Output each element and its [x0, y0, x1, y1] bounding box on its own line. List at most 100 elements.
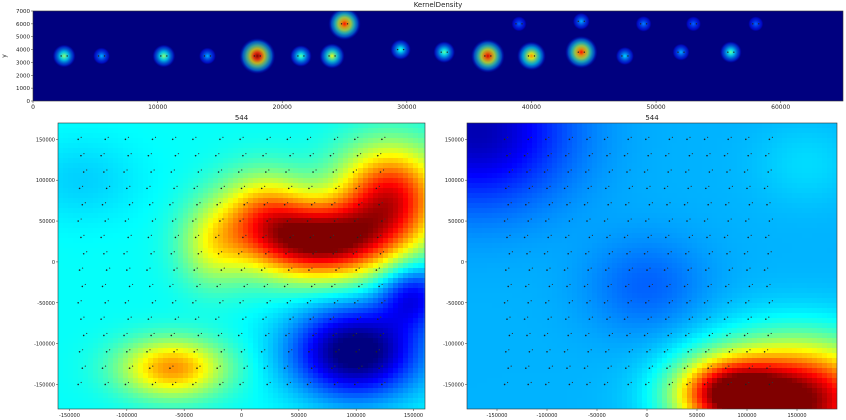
left-sample-point — [384, 218, 386, 220]
left-sample-point — [171, 220, 174, 222]
left-sample-point — [384, 300, 386, 302]
right-sample-point — [531, 349, 534, 351]
left-sample-point — [220, 332, 223, 335]
kde-sample-point — [689, 23, 692, 25]
right-sample-point — [729, 251, 731, 253]
right-xtick-label: 100000 — [737, 413, 756, 419]
left-sample-point — [283, 203, 286, 206]
left-sample-point — [314, 202, 316, 204]
right-sample-point — [589, 300, 591, 302]
left-sample-point — [384, 381, 386, 384]
right-sample-point — [588, 154, 591, 157]
right-sample-point — [710, 202, 712, 204]
left-sample-point — [216, 367, 218, 369]
left-sample-point — [355, 251, 358, 253]
right-sample-point — [566, 367, 568, 369]
left-sample-point — [287, 187, 290, 190]
left-sample-point — [107, 381, 109, 384]
right-sample-point — [588, 169, 590, 171]
right-xtick-label: 0 — [645, 413, 648, 419]
right-sample-point — [727, 138, 729, 141]
right-sample-point — [749, 185, 751, 187]
right-sample-point — [768, 383, 771, 386]
right-sample-point — [583, 203, 586, 206]
right-sample-point — [667, 171, 669, 173]
right-sample-point — [689, 218, 691, 220]
left-sample-point — [358, 349, 360, 351]
left-sample-point — [308, 351, 310, 353]
left-sample-point — [146, 187, 148, 190]
left-sample-point — [376, 318, 379, 320]
left-chart-title: 544 — [234, 114, 249, 122]
left-sample-point — [217, 334, 220, 337]
right-sample-point — [506, 154, 508, 157]
left-sample-point — [331, 285, 333, 288]
right-sample-point — [550, 316, 552, 318]
right-ytick-label: 100000 — [445, 178, 464, 184]
left-sample-point — [149, 349, 151, 351]
right-sample-point — [591, 153, 594, 155]
left-sample-point — [265, 316, 267, 318]
right-sample-point — [588, 318, 591, 320]
right-sample-point — [587, 365, 589, 367]
left-sample-point — [354, 383, 356, 386]
right-sample-point — [708, 349, 710, 351]
left-sample-point — [243, 285, 246, 288]
kde-sample-point — [577, 51, 580, 53]
kde-sample-point — [627, 55, 629, 57]
left-sample-point — [129, 185, 131, 187]
left-sample-point — [130, 234, 132, 236]
right-sample-point — [509, 316, 511, 318]
left-sample-point — [378, 267, 380, 269]
right-sample-point — [631, 185, 634, 187]
left-sample-point — [105, 187, 108, 190]
left-sample-point — [334, 365, 336, 367]
right-sample-point — [605, 269, 607, 271]
left-sample-point — [151, 301, 154, 304]
right-sample-point — [503, 220, 506, 222]
left-sample-point — [219, 301, 221, 304]
left-sample-point — [86, 332, 88, 335]
left-sample-point — [100, 318, 102, 320]
left-sample-point — [148, 203, 151, 206]
left-sample-point — [126, 187, 128, 190]
left-sample-point — [334, 202, 336, 204]
right-sample-point — [587, 351, 589, 353]
left-sample-point — [150, 171, 152, 173]
left-sample-point — [177, 316, 180, 318]
left-sample-point — [378, 349, 380, 351]
right-sample-point — [771, 381, 774, 384]
left-xtick-label: -150000 — [59, 413, 80, 419]
left-sample-point — [104, 301, 107, 304]
right-sample-point — [648, 218, 650, 220]
right-sample-point — [545, 220, 547, 222]
right-sample-point — [771, 300, 774, 302]
left-sample-point — [312, 334, 314, 337]
left-sample-point — [129, 267, 131, 269]
right-sample-point — [731, 349, 734, 351]
right-sample-point — [551, 202, 554, 204]
left-sample-point — [337, 218, 339, 220]
right-sample-point — [683, 367, 686, 369]
left-sample-point — [292, 234, 294, 236]
right-sample-point — [607, 367, 609, 369]
right-sample-point — [703, 301, 706, 304]
left-ytick-label: 0 — [52, 260, 55, 266]
left-sample-point — [335, 332, 337, 335]
right-sample-point — [543, 171, 546, 173]
left-sample-point — [215, 236, 217, 239]
left-sample-point — [260, 269, 263, 271]
left-sample-point — [241, 332, 243, 335]
right-sample-point — [588, 251, 590, 253]
left-sample-point — [81, 367, 84, 369]
kde-sample-point — [334, 55, 336, 57]
left-sample-point — [352, 171, 355, 173]
right-sample-point — [586, 138, 588, 141]
right-sample-point — [510, 283, 512, 286]
left-sample-point — [195, 381, 197, 384]
left-sample-point — [335, 351, 337, 353]
left-sample-point — [154, 218, 157, 220]
right-sample-point — [627, 220, 629, 222]
left-sample-point — [174, 236, 177, 239]
left-sample-point — [146, 351, 148, 353]
